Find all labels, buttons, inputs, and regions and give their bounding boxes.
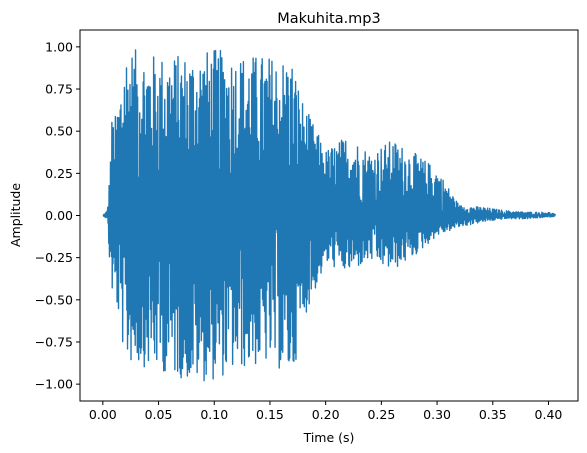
x-axis: 0.00 0.05 0.10 0.15 0.20 0.25 0.30 0.35 0.40 [89,401,563,422]
y-tick-label: 0.75 [45,82,73,97]
x-tick-label: 0.10 [200,407,228,422]
y-tick-label: 0.00 [45,208,73,223]
x-tick-label: 0.15 [256,407,284,422]
x-tick-label: 0.00 [89,407,117,422]
x-axis-title: Time (s) [303,430,355,445]
chart-title: Makuhita.mp3 [277,11,381,27]
y-tick-label: −0.25 [35,250,73,265]
x-tick-label: 0.30 [423,407,451,422]
waveform-series [102,49,556,382]
x-tick-label: 0.25 [367,407,395,422]
y-tick-label: −0.75 [35,334,73,349]
y-tick-label: 1.00 [45,39,73,54]
x-tick-label: 0.05 [145,407,173,422]
y-axis-title: Amplitude [8,183,23,247]
x-tick-label: 0.35 [479,407,507,422]
y-tick-label: 0.25 [45,166,73,181]
waveform-line [102,49,556,382]
x-tick-label: 0.40 [535,407,563,422]
y-axis: −1.00 −0.75 −0.50 −0.25 0.00 0.25 0.50 0.75 1.00 [35,39,80,392]
y-tick-label: 0.50 [45,124,73,139]
y-tick-label: −0.50 [35,292,73,307]
x-tick-label: 0.20 [312,407,340,422]
y-tick-label: −1.00 [35,377,73,392]
